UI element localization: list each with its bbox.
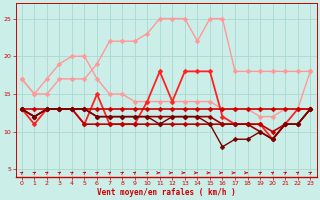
X-axis label: Vent moyen/en rafales ( km/h ): Vent moyen/en rafales ( km/h ) <box>97 188 236 197</box>
